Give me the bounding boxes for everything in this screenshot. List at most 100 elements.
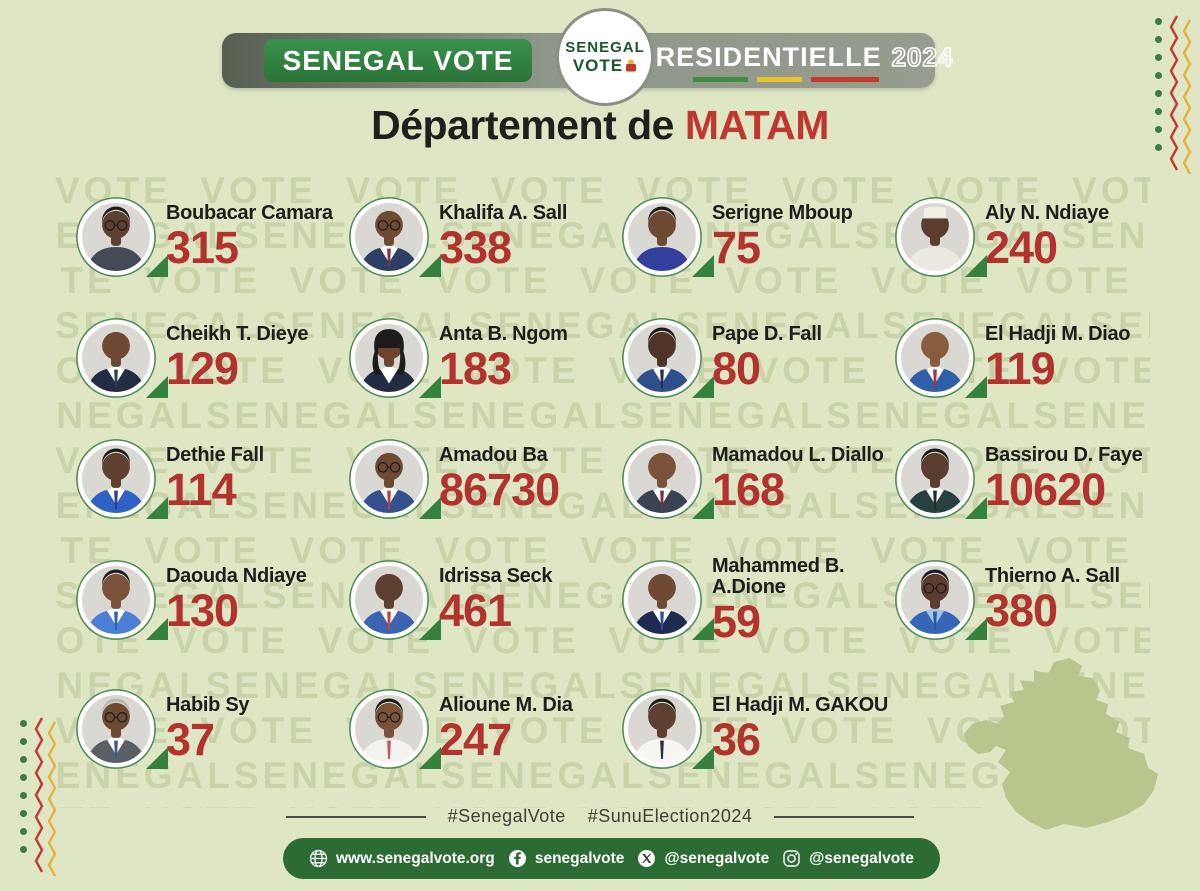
corner-wedge-icon (965, 254, 987, 277)
corner-wedge-icon (419, 254, 441, 277)
corner-wedge-icon (965, 617, 987, 640)
candidate-votes: 59 (712, 595, 761, 647)
footer-website-link[interactable]: www.senegalvote.org (309, 849, 495, 868)
globe-icon (309, 849, 328, 868)
candidate-photo (622, 196, 702, 277)
candidate-card: Dethie Fall 114 (76, 418, 349, 539)
candidate-votes: 338 (439, 222, 512, 274)
dot (20, 720, 27, 727)
candidate-info: Cheikh T. Dieye 129 (166, 323, 309, 395)
candidate-votes: 380 (985, 585, 1058, 637)
candidate-avatar (895, 559, 987, 640)
candidate-name: Dethie Fall (166, 444, 264, 467)
candidate-votes: 168 (712, 464, 785, 516)
candidate-info: Serigne Mboup 75 (712, 203, 853, 270)
dot (1155, 18, 1162, 25)
corner-wedge-icon (692, 746, 714, 769)
candidate-name: El Hadji M. GAKOU (712, 694, 889, 717)
candidate-name: El Hadji M. Diao (985, 323, 1131, 346)
candidate-votes: 75 (712, 222, 761, 274)
candidate-info: Amadou Ba 86730 (439, 445, 560, 512)
dot (20, 792, 27, 799)
candidate-info: Dethie Fall 114 (166, 445, 264, 512)
candidate-photo (622, 688, 702, 769)
candidate-avatar (622, 438, 714, 519)
candidate-info: Bassirou D. Faye 10620 (985, 445, 1143, 512)
dots-column (20, 716, 27, 876)
candidate-votes: 10620 (985, 464, 1106, 516)
candidate-name: Cheikh T. Dieye (166, 323, 309, 346)
candidate-photo (349, 317, 429, 398)
candidate-avatar (76, 196, 168, 277)
dot (20, 828, 27, 835)
dot (1155, 90, 1162, 97)
candidate-votes: 461 (439, 585, 512, 637)
candidate-votes: 114 (166, 464, 237, 516)
candidate-card: Bassirou D. Faye 10620 (895, 418, 1168, 539)
candidate-photo (349, 196, 429, 277)
banner-title: PRESIDENTIELLE (636, 42, 882, 72)
hashtags-row: #SenegalVote #SunuElection2024 (0, 806, 1200, 827)
candidate-name: Alioune M. Dia (439, 694, 573, 717)
candidate-name: Boubacar Camara (166, 202, 333, 225)
dot (20, 774, 27, 781)
corner-wedge-icon (692, 496, 714, 519)
footer-facebook-link[interactable]: senegalvote (508, 849, 624, 868)
candidate-votes: 129 (166, 343, 239, 395)
candidate-avatar (895, 438, 987, 519)
candidate-info: Aly N. Ndiaye 240 (985, 203, 1109, 270)
candidate-card: Anta B. Ngom 183 (349, 297, 622, 418)
candidate-name: Pape D. Fall (712, 323, 822, 346)
candidate-info: Pape D. Fall 80 (712, 324, 822, 391)
candidate-card: El Hadji M. GAKOU 36 (622, 676, 895, 781)
page-title: Département de MATAM (0, 102, 1200, 149)
senegal-vote-logo: SENEGAL VOTE (556, 8, 654, 106)
candidate-info: Anta B. Ngom 183 (439, 324, 568, 391)
candidate-avatar (349, 688, 441, 769)
candidate-name: Daouda Ndiaye (166, 565, 307, 588)
corner-wedge-icon (692, 254, 714, 277)
candidate-votes: 183 (439, 343, 512, 395)
candidate-photo (76, 196, 156, 277)
dot (1155, 54, 1162, 61)
candidate-photo (622, 317, 702, 398)
candidate-name: Mamadou L. Diallo (712, 444, 884, 467)
candidate-card: Mahammed B. A.Dione 59 (622, 539, 895, 660)
candidate-name: Habib Sy (166, 694, 250, 717)
matam-map-silhouette (950, 650, 1200, 837)
dot (20, 738, 27, 745)
candidate-photo (349, 438, 429, 519)
candidate-photo (622, 438, 702, 519)
dots-column (1155, 14, 1162, 174)
corner-wedge-icon (146, 375, 168, 398)
candidate-photo (895, 559, 975, 640)
candidate-info: Idrissa Seck 461 (439, 566, 552, 633)
map-icon (964, 658, 1158, 830)
x-icon (638, 850, 656, 867)
corner-wedge-icon (965, 375, 987, 398)
candidate-photo (76, 559, 156, 640)
dot (1155, 72, 1162, 79)
candidate-info: El Hadji M. GAKOU 36 (712, 695, 888, 762)
candidate-photo (349, 688, 429, 769)
ballot-box-icon (626, 59, 637, 72)
corner-wedge-icon (419, 746, 441, 769)
candidate-card: Khalifa A. Sall 338 (349, 176, 622, 297)
candidate-info: Boubacar Camara 315 (166, 203, 333, 270)
footer-bar: www.senegalvote.org senegalvote @senegal… (283, 838, 940, 879)
candidate-avatar (349, 438, 441, 519)
candidate-photo (895, 317, 975, 398)
candidate-votes: 315 (166, 222, 239, 274)
candidate-info: El Hadji M. Diao 119 (985, 323, 1131, 391)
dot (1155, 126, 1162, 133)
footer-x-link[interactable]: @senegalvote (637, 849, 769, 868)
candidate-card: Serigne Mboup 75 (622, 176, 895, 297)
senegal-flag-line (693, 77, 879, 82)
facebook-icon (508, 850, 526, 867)
candidate-card: Boubacar Camara 315 (76, 176, 349, 297)
title-prefix: Département de (371, 102, 685, 148)
candidate-avatar (76, 438, 168, 519)
zigzag-lines-icon (1169, 15, 1192, 174)
footer-instagram-link[interactable]: @senegalvote (782, 849, 914, 868)
candidate-card: Amadou Ba 86730 (349, 418, 622, 539)
